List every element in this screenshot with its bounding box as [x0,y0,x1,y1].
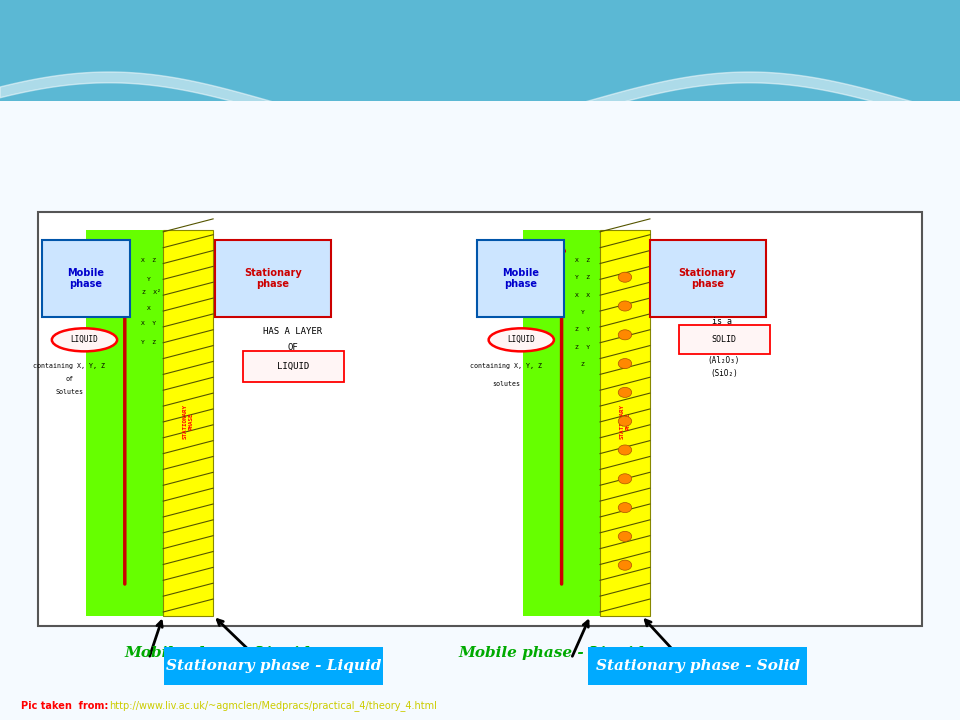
Bar [0,0,960,101]
Circle shape [618,445,632,455]
Circle shape [618,330,632,340]
Text: Y  Z: Y Z [141,340,156,344]
Text: Z  Y: Z Y [575,345,590,349]
Text: is a: is a [712,318,732,326]
Text: SOLID: SOLID [711,336,736,344]
Bar [38,212,922,626]
Text: Stationary phase - Solid: Stationary phase - Solid [596,659,800,673]
Bar [0,101,960,720]
Text: X: X [147,306,151,310]
Text: Pic taken  from:: Pic taken from: [21,701,108,711]
Text: Z  X²: Z X² [142,290,161,294]
Text: Y  Z: Y Z [575,276,590,280]
FancyBboxPatch shape [650,240,766,317]
Text: Y: Y [581,310,585,315]
Circle shape [618,560,632,570]
Text: of: of [65,377,73,382]
Circle shape [618,272,632,282]
Text: X  Z: X Z [141,258,156,263]
Text: STATIONARY
PHASE: STATIONARY PHASE [182,404,194,438]
Text: LIQUID: LIQUID [276,362,309,371]
Bar [600,230,650,616]
FancyBboxPatch shape [164,647,383,685]
Bar [163,230,213,616]
Text: X  X: X X [575,293,590,297]
Text: containing X, Y, Z: containing X, Y, Z [470,363,542,369]
Circle shape [618,387,632,397]
Text: Mobile phase - Liquid: Mobile phase - Liquid [459,646,644,660]
Text: Stationary
phase: Stationary phase [679,268,736,289]
FancyBboxPatch shape [215,240,331,317]
FancyBboxPatch shape [477,240,564,317]
Text: Mobile
phase: Mobile phase [67,268,105,289]
Text: containing X, Y, Z: containing X, Y, Z [33,363,105,369]
Text: OF: OF [287,343,299,351]
Text: Stationary phase - Liquid: Stationary phase - Liquid [166,659,381,673]
Text: (SiO₂): (SiO₂) [710,369,737,378]
Circle shape [618,531,632,541]
Text: LIQUID: LIQUID [508,336,535,344]
Text: Mobile
phase: Mobile phase [502,268,540,289]
Text: solutes: solutes [492,382,520,387]
Circle shape [618,503,632,513]
Circle shape [618,416,632,426]
Text: Mobile phase - Liquid: Mobile phase - Liquid [125,646,310,660]
Circle shape [618,359,632,369]
FancyBboxPatch shape [42,240,130,317]
FancyBboxPatch shape [679,325,770,354]
Text: X  Y: X Y [141,322,156,326]
Text: STATIONARY
PHASE: STATIONARY PHASE [619,404,631,438]
Circle shape [618,301,632,311]
Text: Z  Y: Z Y [575,328,590,332]
Circle shape [618,474,632,484]
Text: (Al₂O₃): (Al₂O₃) [708,356,740,365]
Bar [523,230,600,616]
Text: LIQUID: LIQUID [71,336,98,344]
Text: HAS A LAYER: HAS A LAYER [263,327,323,336]
Ellipse shape [52,328,117,351]
Text: Y: Y [147,277,151,282]
Text: Stationary
phase: Stationary phase [244,268,301,289]
Text: X  Z: X Z [575,258,590,263]
Text: http://www.liv.ac.uk/~agmclen/Medpracs/practical_4/theory_4.html: http://www.liv.ac.uk/~agmclen/Medpracs/p… [109,700,438,711]
Text: Z: Z [581,362,585,366]
Ellipse shape [489,328,554,351]
Text: Solutes: Solutes [55,389,84,395]
Bar [86,230,163,616]
FancyBboxPatch shape [243,351,344,382]
FancyBboxPatch shape [588,647,807,685]
